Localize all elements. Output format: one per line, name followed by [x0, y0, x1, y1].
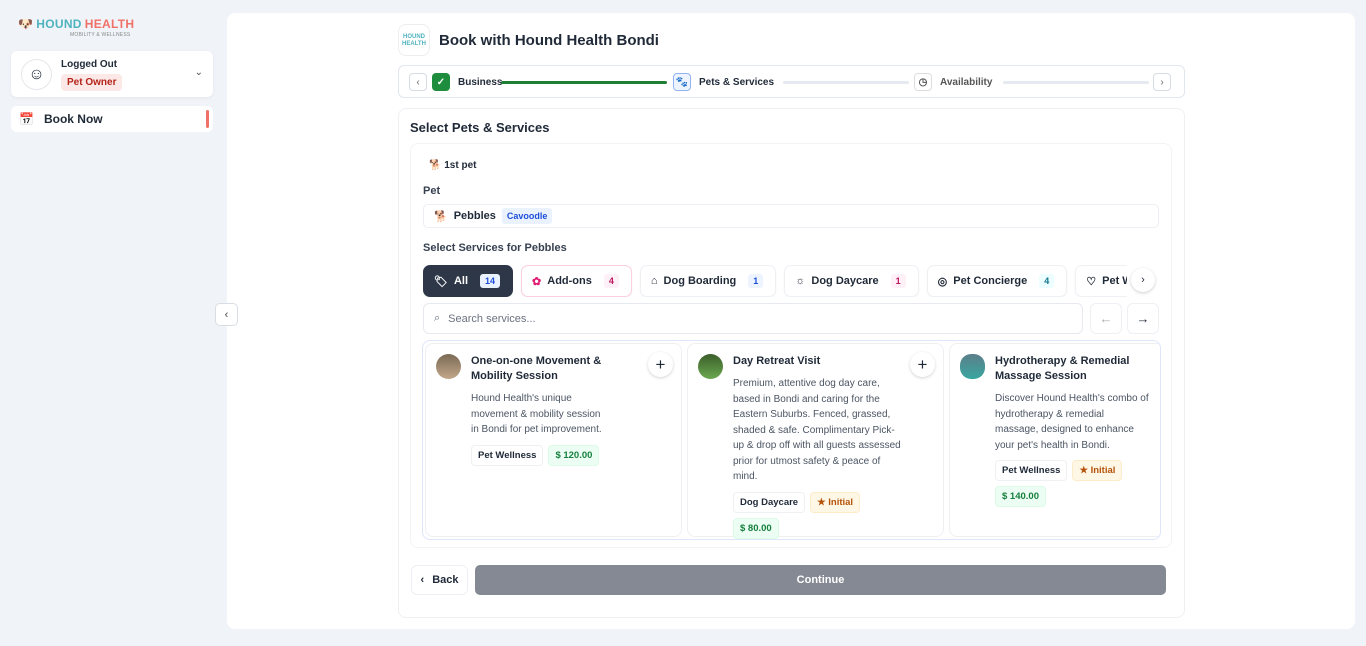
chevron-down-icon[interactable]: ⌄ [194, 67, 203, 78]
pet-label: Pet [423, 185, 441, 197]
progress-line [783, 81, 909, 84]
heart-hands-icon: ♡ [1086, 275, 1097, 288]
price-tag: $ 80.00 [733, 517, 779, 539]
stepper-prev-button[interactable]: ‹ [409, 73, 427, 91]
collapse-sidebar-button[interactable]: ‹ [215, 303, 238, 326]
paw-icon: 🐾 [673, 73, 691, 91]
clock-icon: ◷ [914, 73, 932, 91]
scroll-right-button[interactable]: → [1127, 303, 1159, 334]
category-tag: Pet Wellness [995, 460, 1068, 481]
service-image [960, 354, 985, 379]
flower-icon: ✿ [532, 275, 542, 288]
progress-line [501, 81, 667, 84]
service-card[interactable]: Hydrotherapy & Remedial Massage Session … [949, 343, 1160, 537]
filters-next-button[interactable]: › [1131, 268, 1155, 292]
sidebar-item-book-now[interactable]: 📅 Book Now [11, 106, 213, 132]
user-menu[interactable]: ☺ Logged Out Pet Owner ⌄ [11, 51, 213, 97]
category-filters: 🏷 All 14 ✿ Add-ons 4 ⌂ Dog Boarding 1 ☼ Dog Day… [423, 265, 1127, 297]
category-tag: Dog Daycare [733, 491, 806, 513]
price-tag: $ 140.00 [995, 486, 1046, 507]
search-input[interactable]: ⌕ Search services... [423, 303, 1083, 334]
dog-logo-icon: 🐶 [18, 17, 34, 31]
booking-stepper: ‹ ✓ Business 🐾 Pets & Services ◷ Availabili… [398, 65, 1185, 98]
search-icon: ⌕ [434, 312, 441, 324]
dog-house-icon: ⌂ [650, 275, 658, 287]
active-indicator [206, 110, 209, 128]
scroll-left-button[interactable]: ← [1090, 303, 1122, 334]
filter-all[interactable]: 🏷 All 14 [423, 265, 514, 297]
brand-tagline: MOBILITY & WELLNESS [70, 32, 131, 38]
stepper-next-button[interactable]: › [1153, 73, 1171, 91]
services-label: Select Services for Pebbles [423, 242, 567, 254]
smiley-avatar-icon: ☺ [21, 59, 52, 90]
page-title: Book with Hound Health Bondi [439, 32, 659, 49]
section-title: Select Pets & Services [410, 120, 550, 135]
progress-line [1003, 81, 1149, 84]
pet-index: 🐕 1st pet [429, 160, 477, 171]
dog-icon: 🐕 [429, 160, 445, 171]
calendar-plus-icon: 📅 [19, 112, 34, 126]
chevron-left-icon: ‹ [420, 574, 425, 586]
pets-services-section [398, 108, 1185, 618]
service-card[interactable]: Day Retreat Visit Premium, attentive dog… [687, 343, 944, 539]
price-tag: $ 120.00 [548, 444, 600, 466]
pet-select[interactable]: 🐕 Pebbles Cavoodle [423, 204, 1159, 228]
pet-card [410, 143, 1172, 548]
filter-dog-boarding[interactable]: ⌂ Dog Boarding 1 [639, 265, 777, 297]
main-panel [227, 13, 1355, 629]
business-logo: HOUND HEALTH [398, 24, 430, 56]
initial-badge: ★ Initial [1072, 460, 1123, 481]
filter-pet-wellness[interactable]: ♡Pet Wellness [1075, 265, 1127, 297]
dog-sun-icon: ☼ [795, 275, 806, 287]
service-image [698, 354, 723, 379]
filter-add-ons[interactable]: ✿ Add-ons 4 [521, 265, 632, 297]
brand-logo: 🐶 HOUND HEALTH [18, 17, 135, 31]
service-card[interactable]: One-on-one Movement & Mobility Session H… [425, 343, 682, 537]
continue-button[interactable]: Continue [475, 565, 1166, 595]
tag-icon: 🏷 [434, 275, 448, 288]
role-badge: Pet Owner [61, 74, 123, 91]
filter-pet-concierge[interactable]: ◎ Pet Concierge 4 [926, 265, 1068, 297]
user-status: Logged Out [61, 59, 118, 70]
service-image [436, 354, 461, 379]
category-tag: Pet Wellness [471, 444, 544, 466]
concierge-icon: ◎ [937, 275, 948, 288]
step-business[interactable]: ✓ Business [432, 73, 502, 91]
step-pets-services[interactable]: 🐾 Pets & Services [673, 73, 774, 91]
add-service-button[interactable]: + [648, 352, 673, 377]
check-icon: ✓ [432, 73, 450, 91]
services-list: One-on-one Movement & Mobility Session H… [422, 340, 1161, 540]
step-availability[interactable]: ◷ Availability [914, 73, 992, 91]
dog-icon: 🐕 [434, 210, 448, 223]
filter-dog-daycare[interactable]: ☼ Dog Daycare 1 [784, 265, 919, 297]
add-service-button[interactable]: + [910, 352, 935, 377]
back-button[interactable]: ‹ Back [411, 565, 468, 595]
breed-badge: Cavoodle [501, 208, 553, 224]
initial-badge: ★ Initial [810, 491, 861, 513]
